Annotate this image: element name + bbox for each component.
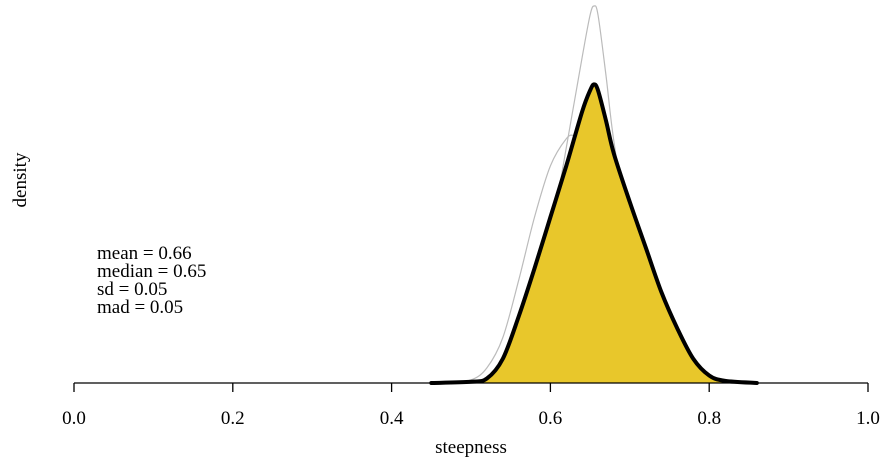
x-axis-title: steepness [435, 437, 507, 458]
main-density-line [429, 82, 759, 385]
stat-line: mad = 0.05 [97, 297, 183, 318]
stat-line: sd = 0.05 [97, 279, 167, 300]
x-tick-label: 1.0 [856, 408, 880, 429]
x-tick-label: 0.6 [539, 408, 563, 429]
x-axis-ticks: 0.0 0.2 0.4 0.6 0.8 1.0 [62, 383, 880, 429]
main-density-fill [431, 84, 757, 384]
main-density [429, 82, 759, 385]
x-tick-label: 0.0 [62, 408, 86, 429]
x-tick-label: 0.2 [221, 408, 245, 429]
x-tick-label: 0.4 [380, 408, 404, 429]
x-tick-label: 0.8 [697, 408, 721, 429]
stat-line: median = 0.65 [97, 261, 206, 282]
y-axis-title: density [10, 152, 31, 207]
stat-line: mean = 0.66 [97, 243, 192, 264]
